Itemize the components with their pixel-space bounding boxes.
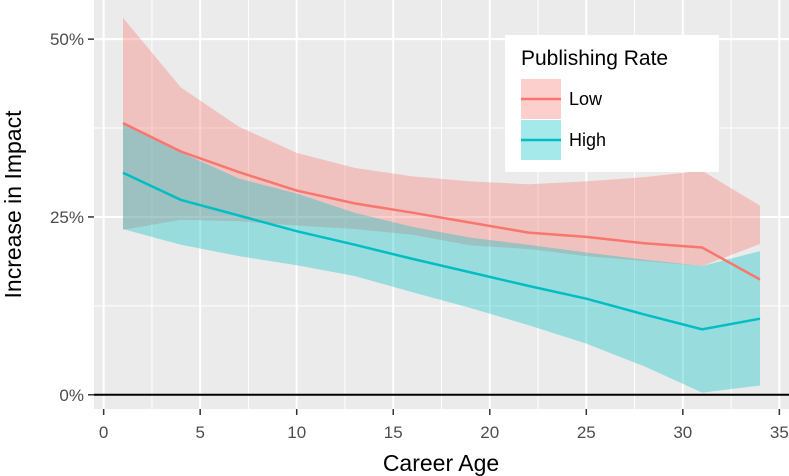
legend: Publishing Rate Low High <box>505 35 719 172</box>
y-tick-label: 25% <box>50 208 84 227</box>
confidence-bands <box>123 17 760 393</box>
legend-title: Publishing Rate <box>521 47 668 70</box>
x-tick-label: 5 <box>195 423 204 442</box>
x-tick-label: 20 <box>480 423 499 442</box>
line-high <box>122 171 761 331</box>
y-tick-label: 0% <box>59 386 84 405</box>
series-lines <box>122 121 761 331</box>
legend-items: Low High <box>521 79 606 160</box>
legend-label-high: High <box>569 130 606 150</box>
y-axis: 0% 25% 50% <box>50 30 94 405</box>
band-low <box>123 17 760 266</box>
x-tick-label: 30 <box>673 423 692 442</box>
x-tick-label: 15 <box>384 423 403 442</box>
legend-label-low: Low <box>569 89 603 109</box>
x-tick-label: 35 <box>770 423 789 442</box>
legend-box <box>505 35 719 172</box>
x-axis-title: Career Age <box>383 450 499 476</box>
x-axis: 0 5 10 15 20 25 30 35 <box>99 409 789 442</box>
x-tick-label: 0 <box>99 423 108 442</box>
y-tick-label: 50% <box>50 30 84 49</box>
band-high <box>123 124 760 393</box>
line-low <box>122 121 761 281</box>
x-tick-label: 10 <box>287 423 306 442</box>
y-axis-title: Increase in Impact <box>0 110 26 299</box>
x-tick-label: 25 <box>577 423 596 442</box>
